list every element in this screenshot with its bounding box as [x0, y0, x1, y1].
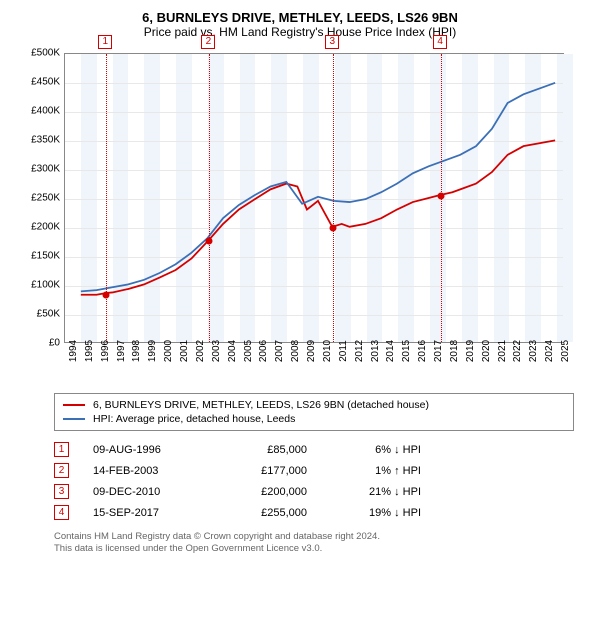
sales-row: 3 09-DEC-2010 £200,000 21% ↓ HPI	[54, 481, 574, 502]
attribution: Contains HM Land Registry data © Crown c…	[54, 531, 574, 556]
sale-date: 09-DEC-2010	[93, 486, 203, 498]
y-axis-label: £150K	[20, 251, 60, 262]
sale-point	[206, 238, 213, 245]
attribution-line: This data is licensed under the Open Gov…	[54, 543, 574, 555]
y-axis-label: £500K	[20, 48, 60, 59]
y-axis-label: £450K	[20, 77, 60, 88]
sales-row: 2 14-FEB-2003 £177,000 1% ↑ HPI	[54, 460, 574, 481]
sale-point	[330, 225, 337, 232]
y-axis-label: £250K	[20, 193, 60, 204]
series-line-hpi	[81, 83, 555, 292]
sale-price: £200,000	[227, 486, 307, 498]
sale-vs-hpi: 19% ↓ HPI	[331, 507, 421, 519]
sale-vs-hpi: 21% ↓ HPI	[331, 486, 421, 498]
y-axis-label: £200K	[20, 222, 60, 233]
sale-vs-hpi: 1% ↑ HPI	[331, 465, 421, 477]
sales-table: 1 09-AUG-1996 £85,000 6% ↓ HPI 2 14-FEB-2003 £…	[54, 439, 574, 523]
sales-row: 4 15-SEP-2017 £255,000 19% ↓ HPI	[54, 502, 574, 523]
sale-index-box: 3	[54, 484, 69, 499]
x-axis-label: 2025	[560, 340, 596, 362]
legend-swatch	[63, 404, 85, 406]
sale-guideline	[106, 54, 107, 342]
y-axis-label: £400K	[20, 106, 60, 117]
legend-label: HPI: Average price, detached house, Leed…	[93, 413, 295, 425]
y-axis-label: £100K	[20, 280, 60, 291]
line-layer	[65, 54, 563, 342]
sale-marker: 2	[201, 35, 215, 49]
chart-title: 6, BURNLEYS DRIVE, METHLEY, LEEDS, LS26 …	[10, 10, 590, 25]
sale-price: £255,000	[227, 507, 307, 519]
legend-label: 6, BURNLEYS DRIVE, METHLEY, LEEDS, LS26 …	[93, 399, 429, 411]
chart-area: £0 £50K £100K £150K £200K £250K £300K £350K £400…	[20, 47, 580, 387]
chart-container: 6, BURNLEYS DRIVE, METHLEY, LEEDS, LS26 …	[10, 10, 590, 556]
y-axis-label: £300K	[20, 164, 60, 175]
sale-price: £177,000	[227, 465, 307, 477]
sale-point	[103, 291, 110, 298]
sale-date: 14-FEB-2003	[93, 465, 203, 477]
plot-region	[64, 53, 564, 343]
chart-subtitle: Price paid vs. HM Land Registry's House …	[10, 25, 590, 39]
sale-marker: 4	[433, 35, 447, 49]
y-axis-label: £50K	[20, 309, 60, 320]
sales-row: 1 09-AUG-1996 £85,000 6% ↓ HPI	[54, 439, 574, 460]
sale-marker: 1	[98, 35, 112, 49]
sale-date: 09-AUG-1996	[93, 444, 203, 456]
sale-vs-hpi: 6% ↓ HPI	[331, 444, 421, 456]
sale-guideline	[209, 54, 210, 342]
y-axis-label: £350K	[20, 135, 60, 146]
sale-marker: 3	[325, 35, 339, 49]
sale-index-box: 2	[54, 463, 69, 478]
series-line-property	[81, 140, 555, 294]
legend-row: 6, BURNLEYS DRIVE, METHLEY, LEEDS, LS26 …	[63, 398, 565, 412]
sale-index-box: 4	[54, 505, 69, 520]
sale-index-box: 1	[54, 442, 69, 457]
sale-point	[438, 193, 445, 200]
attribution-line: Contains HM Land Registry data © Crown c…	[54, 531, 574, 543]
sale-date: 15-SEP-2017	[93, 507, 203, 519]
y-axis-label: £0	[20, 338, 60, 349]
sale-guideline	[333, 54, 334, 342]
sale-price: £85,000	[227, 444, 307, 456]
legend-row: HPI: Average price, detached house, Leed…	[63, 412, 565, 426]
legend: 6, BURNLEYS DRIVE, METHLEY, LEEDS, LS26 …	[54, 393, 574, 431]
legend-swatch	[63, 418, 85, 420]
